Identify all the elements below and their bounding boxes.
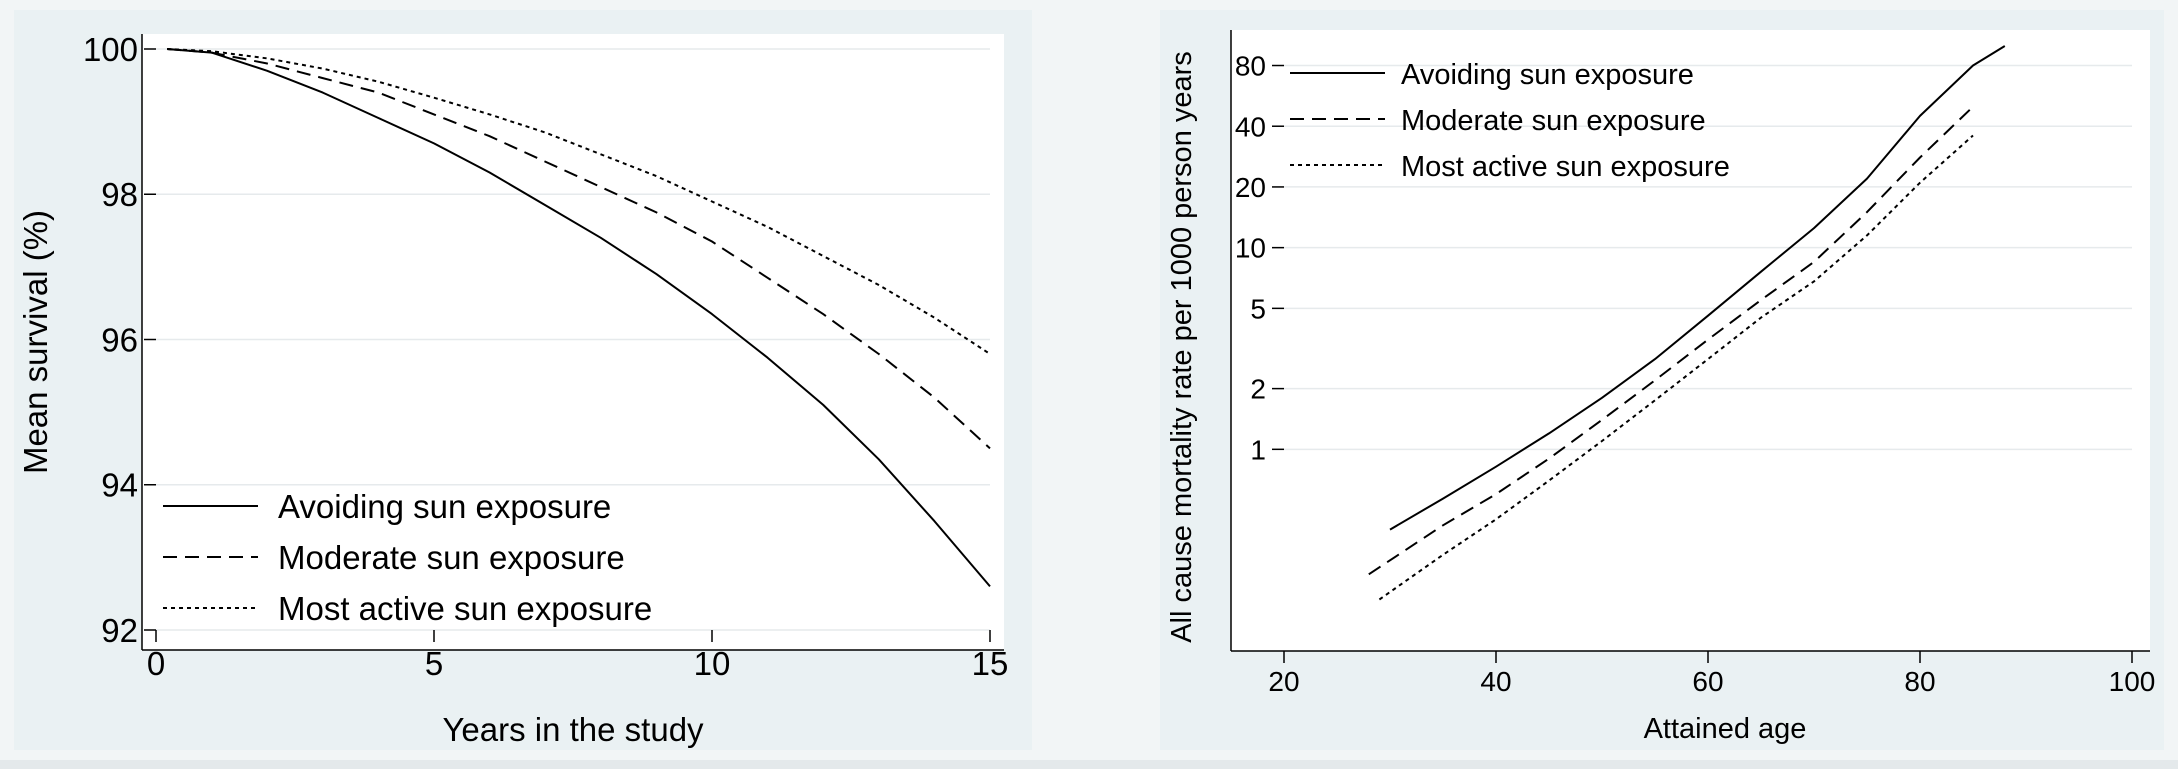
legend-right-label-2: Most active sun exposure	[1401, 151, 1730, 183]
y-ticks-left: 92 94 96 98 100	[83, 31, 156, 649]
series-line-left-1	[167, 48, 991, 450]
y-tick-label-left-4: 100	[83, 31, 138, 68]
series-line-right-2	[1378, 134, 1974, 601]
y-tick-label-right-3: 10	[1235, 233, 1266, 264]
series-line-right-1	[1368, 105, 1974, 576]
legend-right-label-1: Moderate sun exposure	[1401, 105, 1706, 137]
grid-lines-right	[1284, 64, 2132, 451]
legend-right: Avoiding sun exposure Moderate sun expos…	[1290, 59, 1730, 183]
x-tick-label-right-1: 40	[1480, 666, 1511, 697]
y-axis-label-right: All cause mortality rate per 1000 person…	[1166, 51, 1198, 643]
y-tick-label-right-0: 1	[1250, 434, 1266, 465]
legend-right-label-0: Avoiding sun exposure	[1401, 59, 1694, 91]
x-axis-label-right: Attained age	[1644, 713, 1807, 745]
y-tick-label-right-2: 5	[1250, 293, 1266, 324]
y-axis-label-left: Mean survival (%)	[17, 210, 54, 474]
bottom-divider	[0, 760, 2178, 769]
series-line-left-2	[167, 48, 991, 355]
y-tick-label-left-3: 98	[101, 176, 138, 213]
series-line-right-0	[1389, 45, 2006, 531]
x-tick-label-left-1: 5	[425, 645, 443, 682]
x-tick-label-left-2: 10	[694, 645, 731, 682]
chart-left: 92 94 96 98 100 0 5 10 15 Years in the study Me…	[14, 10, 1032, 750]
legend-left: Avoiding sun exposure Moderate sun expos…	[163, 488, 652, 627]
y-tick-label-right-5: 40	[1235, 111, 1266, 142]
legend-left-label-0: Avoiding sun exposure	[278, 488, 611, 525]
y-ticks-right: 1 2 5 10 20 40 80	[1235, 51, 1284, 465]
y-tick-label-right-4: 20	[1235, 172, 1266, 203]
legend-left-label-2: Most active sun exposure	[278, 590, 652, 627]
y-tick-label-left-1: 94	[101, 467, 138, 504]
x-axis-label-left: Years in the study	[442, 711, 704, 748]
x-tick-label-right-2: 60	[1692, 666, 1723, 697]
x-ticks-right: 20 40 60 80 100	[1268, 651, 2155, 697]
plot-area-left	[142, 34, 1004, 650]
x-tick-label-right-0: 20	[1268, 666, 1299, 697]
legend-left-label-1: Moderate sun exposure	[278, 539, 625, 576]
x-tick-label-left-3: 15	[972, 645, 1009, 682]
series-right	[1368, 45, 2006, 601]
y-tick-label-left-0: 92	[101, 612, 138, 649]
y-tick-label-right-1: 2	[1250, 374, 1266, 405]
grid-lines-left	[156, 48, 990, 631]
y-tick-label-right-6: 80	[1235, 51, 1266, 82]
plot-area-right	[1231, 30, 2150, 651]
series-line-left-0	[167, 48, 991, 588]
x-tick-label-right-3: 80	[1904, 666, 1935, 697]
x-ticks-left: 0 5 10 15	[147, 630, 1009, 682]
x-tick-label-left-0: 0	[147, 645, 165, 682]
chart-right: 1 2 5 10 20 40 80 20 40 60 80 100 Attained age All…	[1160, 10, 2164, 750]
series-left	[167, 48, 991, 588]
x-tick-label-right-4: 100	[2109, 666, 2156, 697]
y-tick-label-left-2: 96	[101, 321, 138, 358]
